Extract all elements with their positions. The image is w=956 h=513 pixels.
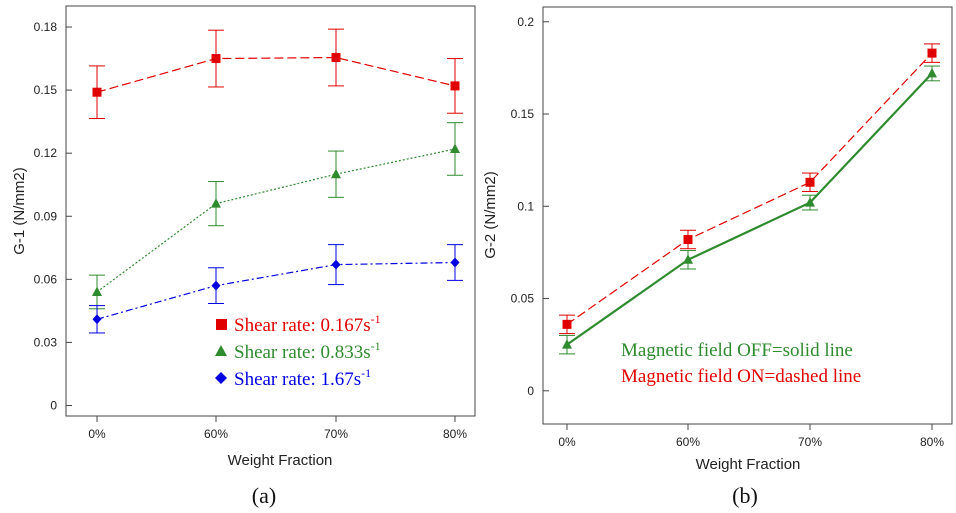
data-point-square <box>450 81 460 91</box>
legend-label-shear-0833: Shear rate: 0.833s-1 <box>234 339 381 363</box>
x-axis-label-b: Weight Fraction <box>696 456 801 473</box>
plot-frame-b <box>542 6 953 425</box>
data-point-triangle <box>211 198 221 208</box>
data-point-square <box>92 87 102 97</box>
data-point-triangle <box>331 168 341 179</box>
y-tick-label: 0.06 <box>34 272 58 286</box>
y-tick-label: 0.12 <box>34 146 58 160</box>
legend-triangle-marker <box>215 345 227 356</box>
series-line <box>566 72 933 346</box>
x-tick-label: 70% <box>324 427 348 441</box>
y-tick-label: 0.09 <box>34 209 58 223</box>
data-point-square <box>562 319 572 329</box>
x-axis-label-a: Weight Fraction <box>228 452 333 469</box>
panel-label-b: (b) <box>732 483 758 508</box>
x-tick-label: 60% <box>204 427 228 441</box>
data-point-triangle <box>683 254 693 264</box>
x-ticks-b: 0% 60% 70% 80% <box>558 424 944 449</box>
data-point-square <box>927 48 937 58</box>
y-tick-label: 0.15 <box>511 107 535 121</box>
x-tick-label: 0% <box>88 427 106 441</box>
y-tick-label: 0.15 <box>34 83 58 97</box>
data-point-square <box>805 177 815 187</box>
y-axis-label-b: G-2 (N/mm2) <box>482 171 499 259</box>
panel-a: 0 0.03 0.06 0.09 0.12 0.15 0.18 0% 60% 70% 80% G-… <box>11 5 476 508</box>
series-layer-b <box>559 43 940 355</box>
x-tick-label: 80% <box>920 435 944 449</box>
legend-a: Shear rate: 0.167s-1 Shear rate: 0.833s-… <box>215 312 381 390</box>
y-tick-label: 0.2 <box>517 15 534 29</box>
x-tick-label: 80% <box>443 427 467 441</box>
data-point-triangle <box>562 339 572 349</box>
panel-label-a: (a) <box>252 483 276 508</box>
data-point-square <box>211 54 221 64</box>
legend-item-shear-167: Shear rate: 1.67s-1 <box>215 366 371 390</box>
y-tick-label: 0 <box>527 384 534 398</box>
panel-b: 00.050.10.150.2 0% 60% 70% 80% G-2 (N/mm2) … <box>482 6 953 508</box>
data-point-diamond <box>211 280 221 291</box>
x-tick-label: 60% <box>676 435 700 449</box>
legend-label-shear-167: Shear rate: 1.67s-1 <box>234 366 371 390</box>
series-line <box>96 261 456 320</box>
data-point-triangle <box>92 286 102 296</box>
annotation-block-b: Magnetic field OFF=solid line Magnetic f… <box>621 340 861 387</box>
annotation-field-off: Magnetic field OFF=solid line <box>621 340 853 361</box>
legend-item-shear-0167: Shear rate: 0.167s-1 <box>216 312 381 336</box>
series-layer-a <box>89 28 463 334</box>
y-ticks-b: 0 0.05 0.1 0.15 0.2 <box>511 15 549 398</box>
series-line <box>566 52 933 325</box>
data-point-diamond <box>92 314 102 325</box>
data-point-diamond <box>331 259 341 270</box>
legend-label-shear-0167: Shear rate: 0.167s-1 <box>234 312 381 336</box>
y-tick-label: 0.18 <box>34 20 58 34</box>
plot-frame-a <box>65 5 476 417</box>
data-point-triangle <box>927 67 937 78</box>
annotation-field-on: Magnetic field ON=dashed line <box>621 366 861 387</box>
legend-item-shear-0833: Shear rate: 0.833s-1 <box>215 339 381 363</box>
y-tick-label: 0 <box>50 398 57 412</box>
y-tick-label: 0.1 <box>517 199 534 213</box>
data-point-triangle <box>805 197 815 207</box>
x-ticks-a: 0% 60% 70% 80% <box>88 416 467 441</box>
y-axis-label-a: G-1 (N/mm2) <box>11 167 28 255</box>
series-line <box>96 148 456 293</box>
data-point-triangle <box>450 143 460 153</box>
y-tick-label: 0.03 <box>34 335 58 349</box>
legend-diamond-marker <box>215 372 227 384</box>
x-tick-label: 0% <box>558 435 576 449</box>
data-point-square <box>683 234 693 244</box>
y-tick-label: 0.05 <box>511 292 535 306</box>
data-point-square <box>331 53 341 63</box>
x-tick-label: 70% <box>798 435 822 449</box>
data-point-diamond <box>450 257 460 268</box>
y-ticks-a: 0 0.03 0.06 0.09 0.12 0.15 0.18 <box>34 20 72 412</box>
series-line <box>96 56 456 93</box>
legend-square-marker <box>216 319 227 330</box>
